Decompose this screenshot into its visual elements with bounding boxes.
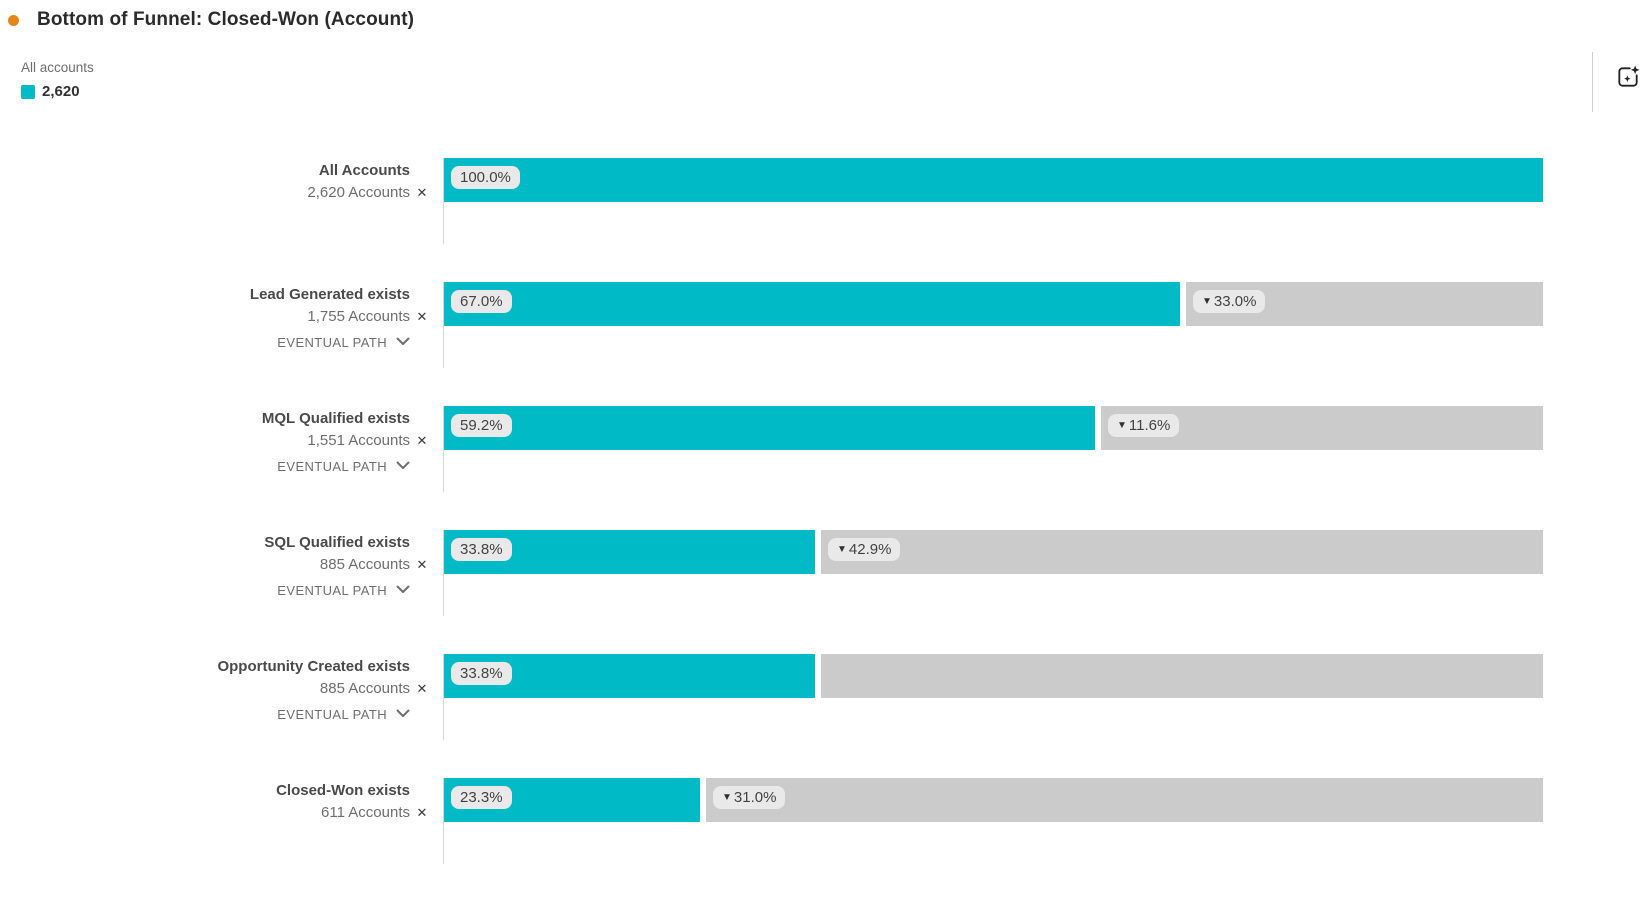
legend-count: 2,620 <box>42 83 80 100</box>
step-pct-pill: 33.8% <box>451 662 512 685</box>
step-name: Opportunity Created exists <box>217 658 410 675</box>
axis-line <box>443 158 444 244</box>
step-bar[interactable] <box>444 406 1095 450</box>
step-count-line: 1,755 Accounts ✕ <box>0 305 434 328</box>
chevron-down-icon <box>396 333 410 351</box>
funnel-step-row: All Accounts 2,620 Accounts ✕ 100.0% <box>0 158 1643 282</box>
fallout-arrow-icon: ▼ <box>1117 419 1127 431</box>
step-labels: Lead Generated exists 1,755 Accounts ✕ E… <box>0 284 434 351</box>
axis-line <box>443 778 444 864</box>
funnel-step-row: Closed-Won exists 611 Accounts ✕ 23.3% ▼… <box>0 778 1643 902</box>
fallout-pct-pill: ▼ 33.0% <box>1193 290 1266 313</box>
step-bar[interactable] <box>444 158 1543 202</box>
close-step-icon[interactable]: ✕ <box>416 557 428 572</box>
funnel-step-row: MQL Qualified exists 1,551 Accounts ✕ EV… <box>0 406 1643 530</box>
step-count-line: 611 Accounts ✕ <box>0 801 434 824</box>
step-count-line: 2,620 Accounts ✕ <box>0 181 434 204</box>
close-step-icon[interactable]: ✕ <box>416 309 428 324</box>
eventual-path-label: EVENTUAL PATH <box>277 582 387 598</box>
chevron-down-icon <box>396 581 410 599</box>
step-pct-pill: 33.8% <box>451 538 512 561</box>
eventual-path-dropdown[interactable]: EVENTUAL PATH <box>0 457 434 475</box>
step-labels: Closed-Won exists 611 Accounts ✕ <box>0 780 434 824</box>
fallout-pct-pill: ▼ 11.6% <box>1108 414 1180 437</box>
eventual-path-label: EVENTUAL PATH <box>277 458 387 474</box>
axis-line <box>443 654 444 740</box>
fallout-bar[interactable] <box>821 654 1543 698</box>
step-count: 885 Accounts <box>319 556 410 573</box>
legend-series-label: All accounts <box>21 60 94 75</box>
legend-item: 2,620 <box>21 83 80 100</box>
step-pct-pill: 67.0% <box>451 290 512 313</box>
chevron-down-icon <box>396 457 410 475</box>
step-bar[interactable] <box>444 282 1180 326</box>
axis-line <box>443 282 444 368</box>
chevron-down-icon <box>396 705 410 723</box>
step-count: 1,755 Accounts <box>307 308 410 325</box>
funnel-step-row: Opportunity Created exists 885 Accounts … <box>0 654 1643 778</box>
fallout-bar[interactable] <box>821 530 1543 574</box>
eventual-path-dropdown[interactable]: EVENTUAL PATH <box>0 581 434 599</box>
step-labels: Opportunity Created exists 885 Accounts … <box>0 656 434 723</box>
eventual-path-label: EVENTUAL PATH <box>277 706 387 722</box>
step-labels: SQL Qualified exists 885 Accounts ✕ EVEN… <box>0 532 434 599</box>
fallout-arrow-icon: ▼ <box>722 791 732 803</box>
viz-bullet-icon <box>8 15 19 26</box>
step-pct-pill: 100.0% <box>451 166 520 189</box>
step-count-line: 885 Accounts ✕ <box>0 677 434 700</box>
legend-swatch <box>21 84 35 99</box>
step-count: 1,551 Accounts <box>307 432 410 449</box>
eventual-path-dropdown[interactable]: EVENTUAL PATH <box>0 705 434 723</box>
funnel-chart: All Accounts 2,620 Accounts ✕ 100.0% Lea… <box>0 158 1643 864</box>
step-labels: MQL Qualified exists 1,551 Accounts ✕ EV… <box>0 408 434 475</box>
step-count: 885 Accounts <box>319 680 410 697</box>
step-name: Closed-Won exists <box>276 782 410 799</box>
eventual-path-label: EVENTUAL PATH <box>277 334 387 350</box>
ai-insights-button[interactable] <box>1613 63 1643 93</box>
funnel-step-row: Lead Generated exists 1,755 Accounts ✕ E… <box>0 282 1643 406</box>
step-name: Lead Generated exists <box>249 286 410 303</box>
step-count: 2,620 Accounts <box>307 184 410 201</box>
close-step-icon[interactable]: ✕ <box>416 805 428 820</box>
fallout-pct-pill: ▼ 42.9% <box>828 538 901 561</box>
axis-line <box>443 530 444 616</box>
funnel-step-row: SQL Qualified exists 885 Accounts ✕ EVEN… <box>0 530 1643 654</box>
step-labels: All Accounts 2,620 Accounts ✕ <box>0 160 434 204</box>
ai-insights-sparkle-icon <box>1615 64 1641 93</box>
page-title: Bottom of Funnel: Closed-Won (Account) <box>37 9 415 30</box>
fallout-bar[interactable] <box>706 778 1543 822</box>
fallout-arrow-icon: ▼ <box>837 543 847 555</box>
axis-line <box>443 406 444 492</box>
toolbar-divider <box>1592 52 1593 112</box>
step-count: 611 Accounts <box>321 804 410 821</box>
step-count-line: 885 Accounts ✕ <box>0 553 434 576</box>
step-pct-pill: 23.3% <box>451 786 512 809</box>
fallout-arrow-icon: ▼ <box>1202 295 1212 307</box>
step-pct-pill: 59.2% <box>451 414 512 437</box>
close-step-icon[interactable]: ✕ <box>416 185 428 200</box>
step-count-line: 1,551 Accounts ✕ <box>0 429 434 452</box>
close-step-icon[interactable]: ✕ <box>416 433 428 448</box>
fallout-pct-pill: ▼ 31.0% <box>713 786 786 809</box>
eventual-path-dropdown[interactable]: EVENTUAL PATH <box>0 333 434 351</box>
step-name: All Accounts <box>318 162 410 179</box>
step-name: SQL Qualified exists <box>264 534 410 551</box>
close-step-icon[interactable]: ✕ <box>416 681 428 696</box>
step-name: MQL Qualified exists <box>261 410 410 427</box>
